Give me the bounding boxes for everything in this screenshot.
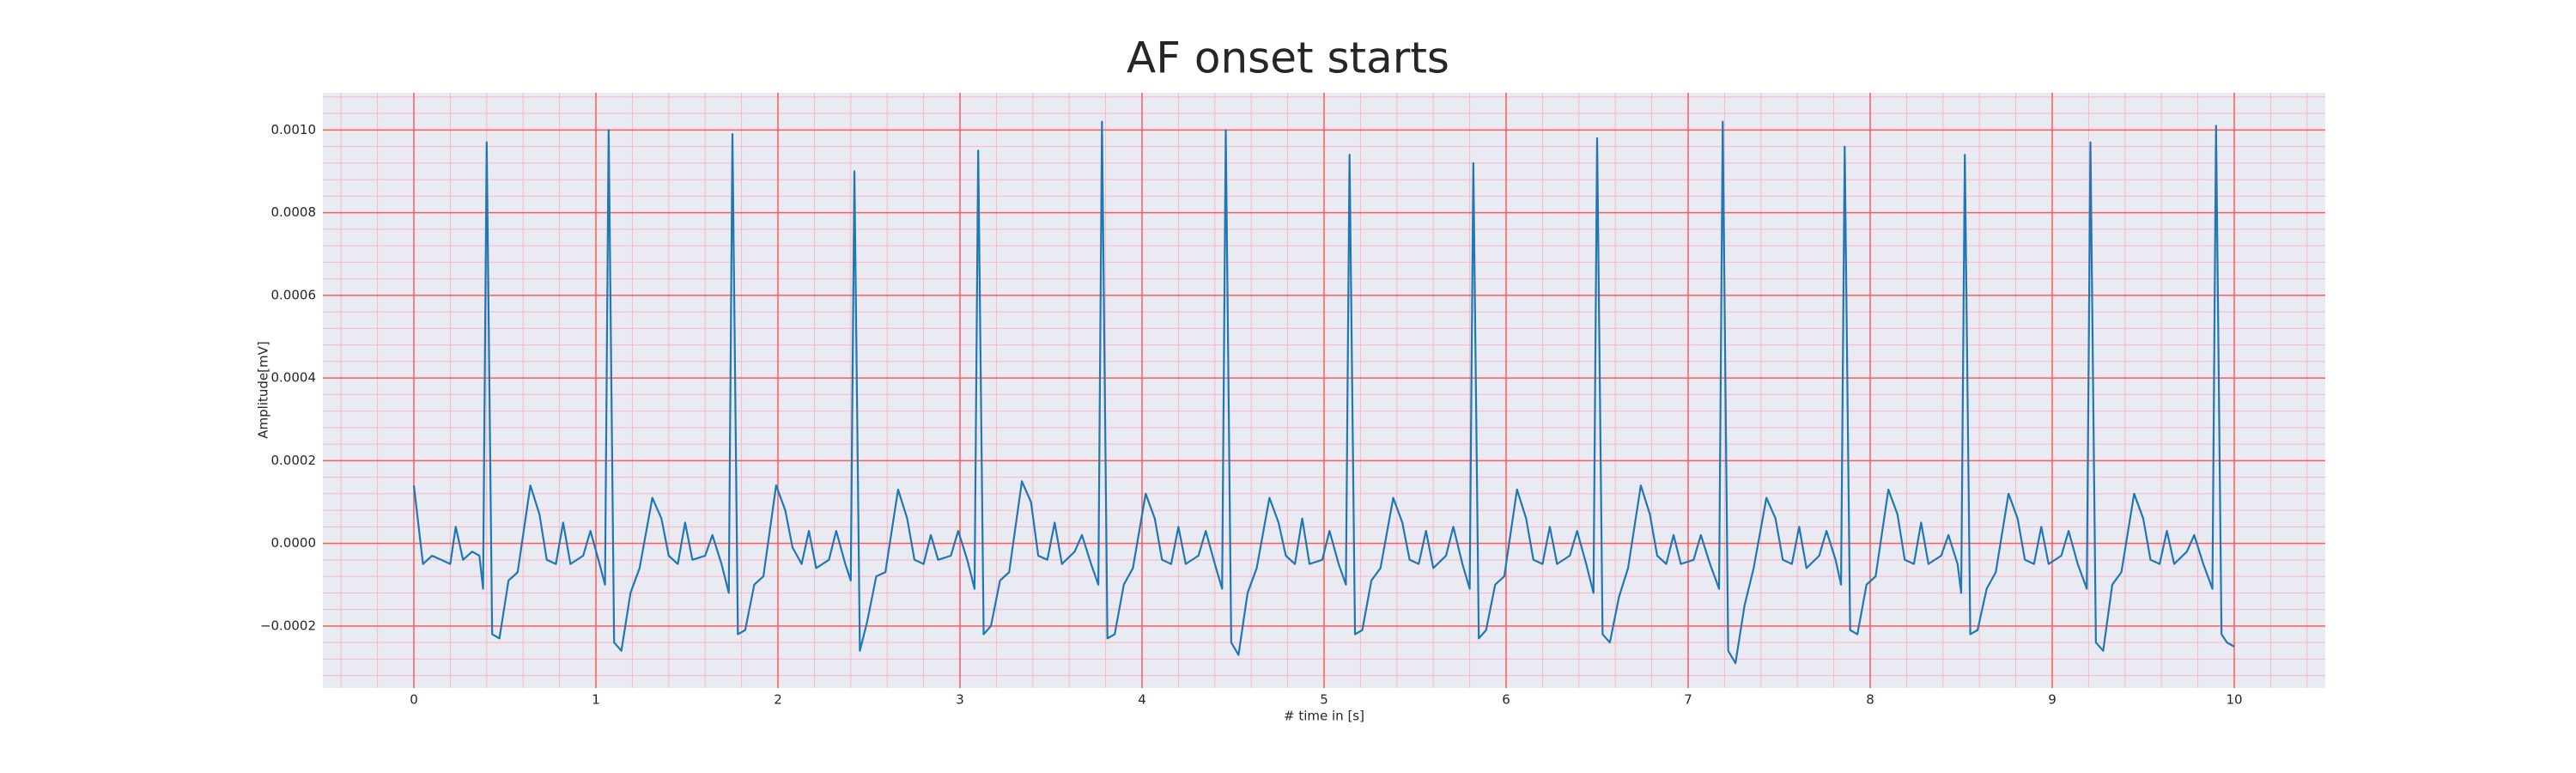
x-tick-label: 9 bbox=[2048, 692, 2057, 708]
x-tick-label: 1 bbox=[592, 692, 600, 708]
x-tick-label: 0 bbox=[410, 692, 418, 708]
y-tick-label: 0.0008 bbox=[271, 204, 317, 220]
ecg-line bbox=[412, 120, 2235, 665]
x-tick-label: 6 bbox=[1502, 692, 1510, 708]
y-tick-label: 0.0010 bbox=[271, 122, 317, 137]
y-tick-label: 0.0006 bbox=[271, 287, 317, 302]
y-tick-label: 0.0002 bbox=[271, 453, 317, 468]
x-tick-label: 2 bbox=[774, 692, 782, 708]
y-axis-label: Amplitude[mV] bbox=[256, 341, 271, 438]
x-tick-label: 3 bbox=[956, 692, 964, 708]
x-axis-label: # time in [s] bbox=[1284, 709, 1364, 724]
x-tick-label: 7 bbox=[1684, 692, 1692, 708]
y-tick-label: 0.0004 bbox=[271, 370, 317, 386]
x-tick-label: 10 bbox=[2226, 692, 2242, 708]
x-tick-label: 4 bbox=[1138, 692, 1146, 708]
y-tick-label: −0.0002 bbox=[260, 618, 316, 633]
y-tick-label: 0.0000 bbox=[271, 535, 317, 551]
x-tick-label: 8 bbox=[1866, 692, 1874, 708]
x-tick-label: 5 bbox=[1320, 692, 1328, 708]
chart-title: AF onset starts bbox=[1127, 33, 1449, 83]
